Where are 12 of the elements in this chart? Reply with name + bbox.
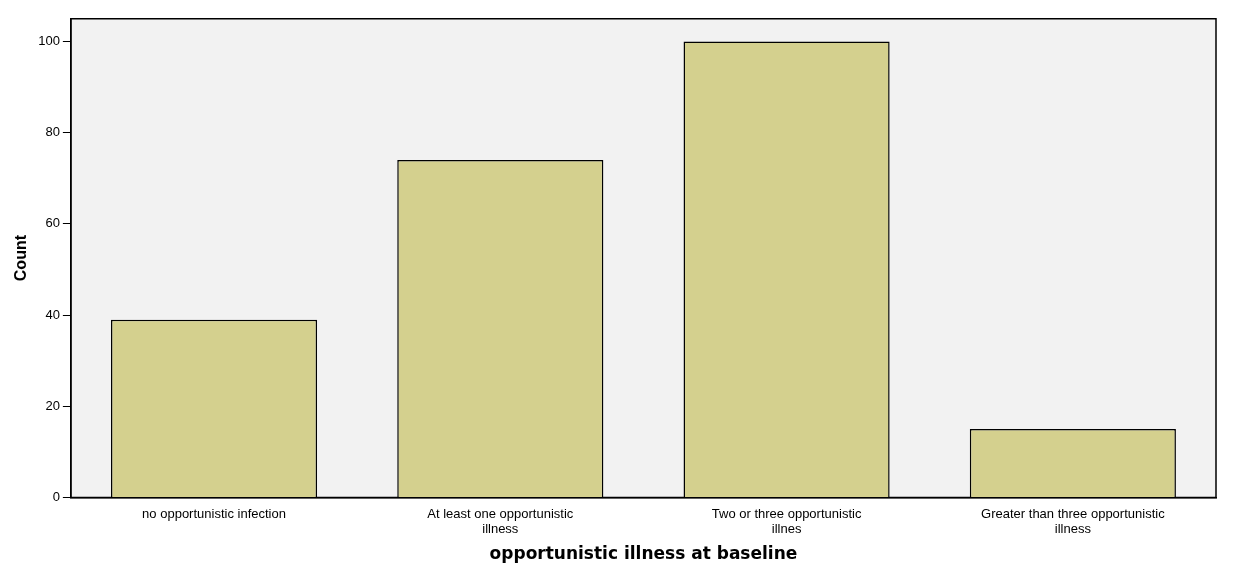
y-tick-label: 40 xyxy=(45,306,60,322)
x-tick-label: Two or three opportunistic illnes xyxy=(711,505,862,537)
y-tick-label: 100 xyxy=(38,33,60,49)
y-tick-label: 0 xyxy=(52,488,60,504)
x-tick-label: no opportunistic infection xyxy=(142,505,286,521)
y-tick-label: 80 xyxy=(45,124,60,140)
x-axis-title: opportunistic illness at baseline xyxy=(489,543,798,564)
y-tick-label: 20 xyxy=(45,397,60,413)
x-tick-label: Greater than three opportunistic illness xyxy=(981,505,1166,537)
y-tick-label: 60 xyxy=(45,215,60,231)
x-tick-label: At least one opportunistic illness xyxy=(427,505,574,537)
y-axis-title: Count xyxy=(12,234,30,282)
